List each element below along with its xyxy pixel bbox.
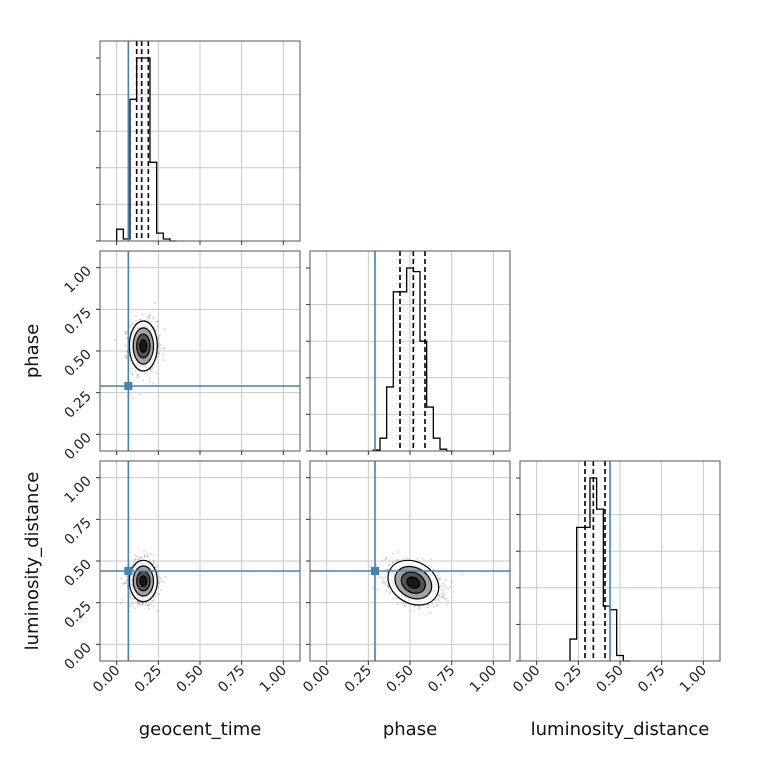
y-axis-label-luminosity_distance: luminosity_distance <box>22 472 43 651</box>
y-tick-label: 0.00 <box>61 430 94 463</box>
x-tick-label: 0.25 <box>132 663 165 696</box>
x-tick-label: 0.75 <box>425 663 458 696</box>
histogram-step-geocent_time <box>116 57 177 242</box>
y-tick-label: 0.00 <box>61 640 94 673</box>
truth-marker <box>124 567 133 575</box>
density-contour <box>139 339 148 353</box>
x-tick-label: 0.00 <box>90 663 123 696</box>
truth-marker <box>124 382 133 390</box>
x-tick-label: 0.00 <box>300 663 333 696</box>
x-tick-label: 0.50 <box>173 663 206 696</box>
x-tick-label: 0.00 <box>510 663 543 696</box>
histogram-step-luminosity_distance <box>569 477 630 662</box>
y-tick-label: 1.00 <box>61 473 94 506</box>
x-axis-label-luminosity_distance: luminosity_distance <box>531 719 710 740</box>
scatter-panel-geocent_time-luminosity_distance <box>99 460 301 662</box>
y-tick-label: 0.25 <box>61 598 94 631</box>
histogram-geocent_time <box>96 40 301 242</box>
scatter-panel-phase-luminosity_distance <box>309 460 511 662</box>
x-tick-label: 0.75 <box>635 663 668 696</box>
y-tick-label: 0.75 <box>61 305 94 338</box>
y-tick-label: 0.50 <box>61 347 94 380</box>
histogram-luminosity_distance <box>516 460 721 662</box>
y-tick-label: 0.50 <box>61 557 94 590</box>
x-tick-label: 0.75 <box>215 663 248 696</box>
histogram-phase <box>306 250 511 452</box>
y-axis-label-phase: phase <box>22 324 43 378</box>
x-tick-label: 1.00 <box>467 663 500 696</box>
scatter-panel-geocent_time-phase <box>99 250 301 452</box>
x-tick-label: 0.50 <box>383 663 416 696</box>
y-tick-label: 0.25 <box>61 388 94 421</box>
y-tick-label: 1.00 <box>61 263 94 296</box>
y-tick-label: 0.75 <box>61 515 94 548</box>
truth-marker <box>371 567 379 575</box>
x-tick-label: 0.25 <box>552 663 585 696</box>
x-tick-label: 0.50 <box>593 663 626 696</box>
x-tick-label: 0.25 <box>342 663 375 696</box>
x-tick-label: 1.00 <box>677 663 710 696</box>
density-contour <box>139 575 148 587</box>
x-axis-label-geocent_time: geocent_time <box>139 719 262 740</box>
density-contour <box>406 576 421 589</box>
x-tick-label: 1.00 <box>257 663 290 696</box>
x-axis-label-phase: phase <box>383 719 437 740</box>
